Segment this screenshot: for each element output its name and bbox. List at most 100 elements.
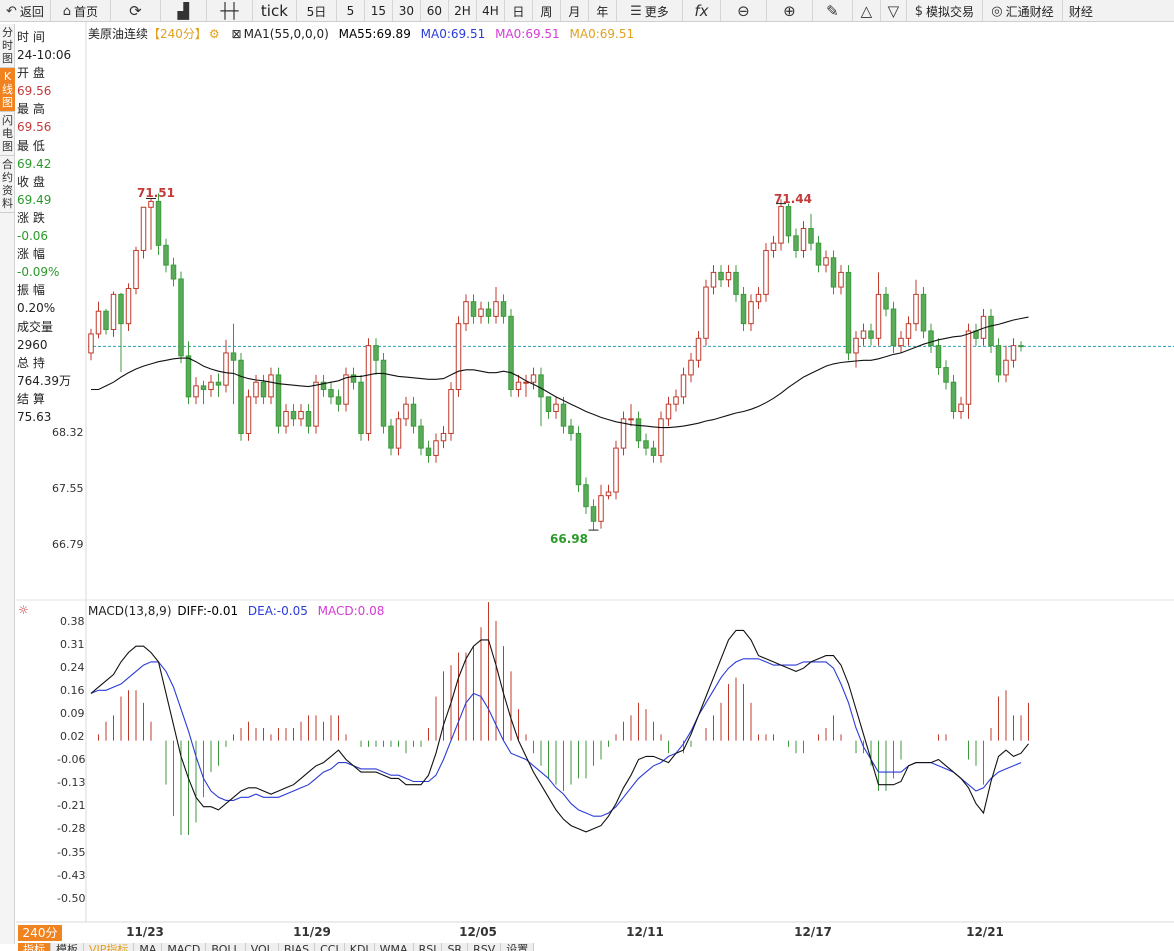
home-button[interactable]: ⌂ 首页 xyxy=(51,0,111,21)
ma1-label: MA1(55,0,0,0) xyxy=(243,27,329,41)
candle-body xyxy=(590,506,597,522)
volume-label: 成交量 xyxy=(17,319,54,334)
indicator-tab[interactable]: 设置 xyxy=(501,943,535,951)
huitong-label: 汇通财经 xyxy=(1005,4,1054,19)
indicator-tab[interactable]: CCI xyxy=(315,943,345,951)
period-2h-button[interactable]: 2H xyxy=(449,0,477,21)
period-day-button[interactable]: 日 xyxy=(505,0,533,21)
candle-body xyxy=(830,257,837,288)
tab-kline[interactable]: K线图 xyxy=(0,68,15,112)
pen-icon: ✎ xyxy=(826,2,839,20)
triangle-down-button[interactable]: ▽ xyxy=(881,0,907,21)
candle-body xyxy=(545,396,552,413)
indicator-tab[interactable]: KDJ xyxy=(344,943,375,951)
period-4h-button[interactable]: 4H xyxy=(477,0,505,21)
indicator-toggle-icon[interactable]: ⊠ xyxy=(231,27,242,41)
period-label: 30 xyxy=(398,4,415,18)
zoom-out-button[interactable]: ⊖ xyxy=(721,0,767,21)
low-label: 最 低 xyxy=(17,138,45,153)
period-15-button[interactable]: 15 xyxy=(365,0,393,21)
candle-body xyxy=(635,418,642,442)
tab-flash[interactable]: 闪电图 xyxy=(0,112,15,156)
home-icon: ⌂ xyxy=(62,3,72,19)
tick-button[interactable]: tick xyxy=(253,0,297,21)
indicator-tab[interactable]: RSI xyxy=(413,943,443,951)
candle-body xyxy=(718,271,724,281)
period-label: 月 xyxy=(568,4,581,19)
candle-body xyxy=(508,315,514,391)
caijing-button[interactable]: 财经 xyxy=(1063,0,1099,21)
huitong-button[interactable]: ◎ 汇通财经 xyxy=(983,0,1063,21)
macd-y-tick-label: -0.21 xyxy=(57,799,86,812)
candle-body xyxy=(853,337,859,354)
macd-y-tick-label: -0.13 xyxy=(57,776,86,789)
sim-trade-button[interactable]: $ 模拟交易 xyxy=(907,0,983,21)
tab-intraday[interactable]: 分时图 xyxy=(0,24,15,68)
triangle-up-button[interactable]: △ xyxy=(853,0,881,21)
candle-body xyxy=(1018,345,1024,348)
formula-button[interactable]: fx xyxy=(683,0,721,21)
indicator-tab[interactable]: VOL xyxy=(245,943,279,951)
period-60-button[interactable]: 60 xyxy=(421,0,449,21)
indicator-tab[interactable]: 指标 xyxy=(18,943,51,951)
candle-body xyxy=(725,271,732,281)
period-5-button[interactable]: 5 xyxy=(337,0,365,21)
indicator-tab[interactable]: 模板 xyxy=(51,943,84,951)
indicator-tab[interactable]: MACD xyxy=(162,943,207,951)
open-interest-value: 764.39万 xyxy=(17,373,71,388)
back-button[interactable]: ↶ 返回 xyxy=(0,0,51,21)
indicator-tab[interactable]: RSV xyxy=(468,943,502,951)
indicator-tab[interactable]: SR xyxy=(442,943,469,951)
candle-body xyxy=(373,345,379,361)
sim-trade-label: 模拟交易 xyxy=(926,4,975,19)
candle-body xyxy=(290,411,297,420)
candle-body xyxy=(485,308,492,317)
candle-body xyxy=(530,374,537,383)
more-button[interactable]: ☰ 更多 xyxy=(617,0,683,21)
x-tick-label: 12/05 xyxy=(459,925,497,939)
candle-body xyxy=(163,244,169,266)
indicator-tab[interactable]: BOLL xyxy=(206,943,246,951)
candle-body xyxy=(613,447,619,493)
tab-contract[interactable]: 合约资料 xyxy=(0,156,15,213)
candle-body xyxy=(838,271,844,288)
candle-body xyxy=(778,206,784,244)
period-month-button[interactable]: 月 xyxy=(561,0,589,21)
candle-body xyxy=(845,271,852,354)
macd-y-tick-label: 0.24 xyxy=(60,661,85,674)
indicator-tab[interactable]: BIAS xyxy=(278,943,316,951)
indicator-tab[interactable]: WMA xyxy=(374,943,414,951)
candlestick-button[interactable]: ┼┼ xyxy=(207,0,253,21)
candle-body xyxy=(628,418,634,421)
five-day-button[interactable]: 5日 xyxy=(297,0,337,21)
candle-body xyxy=(170,264,177,280)
indicator-tab[interactable]: MA xyxy=(134,943,163,951)
macd-y-tick-label: -0.06 xyxy=(57,753,86,766)
indicator-tab[interactable]: VIP指标 xyxy=(84,943,135,951)
period-badge[interactable]: 240分 xyxy=(18,925,62,941)
period-tag: 【240分】 xyxy=(148,27,207,41)
candle-body xyxy=(95,310,102,335)
period-label: 4H xyxy=(482,4,499,18)
candle-body xyxy=(140,206,147,251)
bar-chart-button[interactable]: ▟ xyxy=(161,0,207,21)
period-year-button[interactable]: 年 xyxy=(589,0,617,21)
ma0-c-value: MA0:69.51 xyxy=(569,27,635,41)
volume-value: 2960 xyxy=(17,337,48,352)
candle-body xyxy=(710,271,717,288)
x-tick-label: 11/23 xyxy=(126,925,164,939)
settle-label: 结 算 xyxy=(17,391,45,406)
zoom-in-button[interactable]: ⊕ xyxy=(767,0,813,21)
macd-settings-icon[interactable]: ☼ xyxy=(18,603,29,617)
settings-gear-icon[interactable]: ⚙ xyxy=(208,27,220,41)
period-30-button[interactable]: 30 xyxy=(393,0,421,21)
macd-value: MACD:0.08 xyxy=(317,604,385,618)
draw-pen-button[interactable]: ✎ xyxy=(813,0,853,21)
period-week-button[interactable]: 周 xyxy=(533,0,561,21)
zoom-out-icon: ⊖ xyxy=(737,2,750,20)
ma0-a-value: MA0:69.51 xyxy=(420,27,486,41)
refresh-button[interactable]: ⟳ xyxy=(111,0,161,21)
candle-body xyxy=(440,432,447,442)
macd-y-tick-label: 0.02 xyxy=(60,730,85,743)
